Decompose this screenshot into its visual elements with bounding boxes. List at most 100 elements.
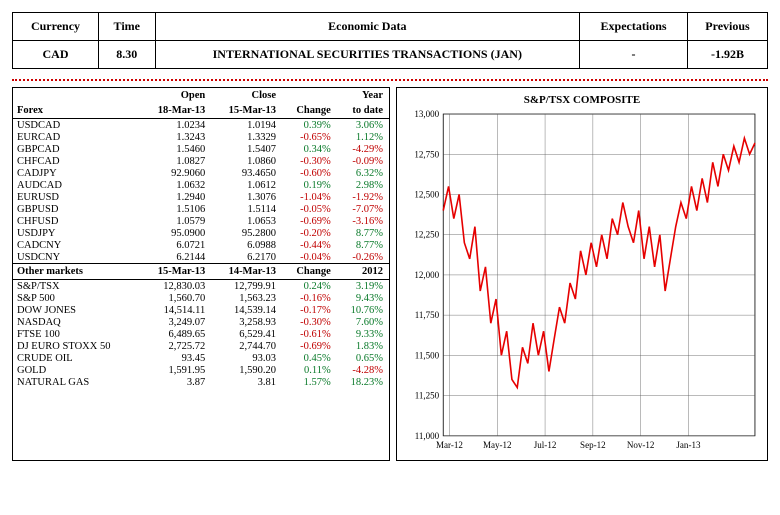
close: 1.0194 [211, 119, 282, 132]
mkt-name: FTSE 100 [13, 328, 140, 340]
ytd-hdr2: to date [337, 103, 389, 119]
table-row: NATURAL GAS3.873.811.57%18.23% [13, 376, 389, 388]
ytd: 6.32% [337, 167, 389, 179]
change: -0.30% [282, 155, 337, 167]
table-row: DJ EURO STOXX 502,725.722,744.70-0.69%1.… [13, 340, 389, 352]
mkt-name: GOLD [13, 364, 140, 376]
v1: 3,249.07 [140, 316, 211, 328]
ytd: -7.07% [337, 203, 389, 215]
table-row: CRUDE OIL93.4593.030.45%0.65% [13, 352, 389, 364]
close: 93.4650 [211, 167, 282, 179]
hdr-econdata: Economic Data [155, 13, 580, 41]
close: 6.0988 [211, 239, 282, 251]
mkt-name: S&P/TSX [13, 280, 140, 293]
open: 1.2940 [140, 191, 211, 203]
close: 95.2800 [211, 227, 282, 239]
table-row: EURUSD1.29401.3076-1.04%-1.92% [13, 191, 389, 203]
change: -0.05% [282, 203, 337, 215]
change: 0.45% [282, 352, 337, 364]
open: 1.0632 [140, 179, 211, 191]
change-hdr: Change [282, 88, 337, 119]
svg-text:Sep-12: Sep-12 [580, 440, 606, 450]
close-hdr2: 15-Mar-13 [211, 103, 282, 119]
change: -0.16% [282, 292, 337, 304]
open-hdr1: Open [140, 88, 211, 103]
ytd: 8.77% [337, 239, 389, 251]
sp-tsx-chart: 11,00011,25011,50011,75012,00012,25012,5… [401, 108, 763, 458]
close: 1.0860 [211, 155, 282, 167]
year: -4.28% [337, 364, 389, 376]
close: 1.3076 [211, 191, 282, 203]
table-row: CADJPY92.906093.4650-0.60%6.32% [13, 167, 389, 179]
v2: 6,529.41 [211, 328, 282, 340]
change: 0.34% [282, 143, 337, 155]
mkt-name: S&P 500 [13, 292, 140, 304]
v1: 2,725.72 [140, 340, 211, 352]
close: 1.5114 [211, 203, 282, 215]
table-row: AUDCAD1.06321.06120.19%2.98% [13, 179, 389, 191]
v1: 12,830.03 [140, 280, 211, 293]
ytd: -3.16% [337, 215, 389, 227]
v1: 3.87 [140, 376, 211, 388]
year: 9.33% [337, 328, 389, 340]
table-row: GBPUSD1.51061.5114-0.05%-7.07% [13, 203, 389, 215]
hdr-currency: Currency [13, 13, 99, 41]
table-row: CADCNY6.07216.0988-0.44%8.77% [13, 239, 389, 251]
svg-text:Jan-13: Jan-13 [676, 440, 701, 450]
open-hdr2: 18-Mar-13 [140, 103, 211, 119]
v2: 3.81 [211, 376, 282, 388]
mkt-name: DOW JONES [13, 304, 140, 316]
year: 9.43% [337, 292, 389, 304]
pair: AUDCAD [13, 179, 140, 191]
svg-text:Jul-12: Jul-12 [534, 440, 557, 450]
pair: CADJPY [13, 167, 140, 179]
forex-table: Forex Open Close Change Year 18-Mar-13 1… [13, 88, 389, 388]
close: 6.2170 [211, 251, 282, 264]
table-row: NASDAQ3,249.073,258.93-0.30%7.60% [13, 316, 389, 328]
change: -0.44% [282, 239, 337, 251]
v2: 14,539.14 [211, 304, 282, 316]
other-change: Change [282, 264, 337, 280]
v2: 12,799.91 [211, 280, 282, 293]
svg-text:11,250: 11,250 [415, 391, 440, 401]
table-row: S&P/TSX12,830.0312,799.910.24%3.19% [13, 280, 389, 293]
mkt-name: DJ EURO STOXX 50 [13, 340, 140, 352]
chart-box: S&P/TSX COMPOSITE 11,00011,25011,50011,7… [396, 87, 768, 461]
change: -0.04% [282, 251, 337, 264]
hdr-expectations: Expectations [580, 13, 688, 41]
table-row: CHFCAD1.08271.0860-0.30%-0.09% [13, 155, 389, 167]
other-year: 2012 [337, 264, 389, 280]
svg-text:May-12: May-12 [483, 440, 512, 450]
pair: EURCAD [13, 131, 140, 143]
pair: EURUSD [13, 191, 140, 203]
year: 3.19% [337, 280, 389, 293]
open: 6.0721 [140, 239, 211, 251]
ytd: 8.77% [337, 227, 389, 239]
cell-time: 8.30 [99, 41, 156, 69]
table-row: GBPCAD1.54601.54070.34%-4.29% [13, 143, 389, 155]
pair: USDCAD [13, 119, 140, 132]
year: 0.65% [337, 352, 389, 364]
cell-currency: CAD [13, 41, 99, 69]
close: 1.3329 [211, 131, 282, 143]
close: 1.0612 [211, 179, 282, 191]
pair: CADCNY [13, 239, 140, 251]
open: 1.0827 [140, 155, 211, 167]
change: -0.17% [282, 304, 337, 316]
pair: USDJPY [13, 227, 140, 239]
close: 1.0653 [211, 215, 282, 227]
forex-label: Forex [13, 88, 140, 119]
v2: 1,590.20 [211, 364, 282, 376]
hdr-previous: Previous [688, 13, 768, 41]
svg-text:12,000: 12,000 [414, 270, 439, 280]
svg-text:11,750: 11,750 [415, 310, 440, 320]
open: 1.5460 [140, 143, 211, 155]
ytd: -0.09% [337, 155, 389, 167]
mkt-name: NATURAL GAS [13, 376, 140, 388]
mkt-name: CRUDE OIL [13, 352, 140, 364]
change: -0.61% [282, 328, 337, 340]
v2: 93.03 [211, 352, 282, 364]
change: 0.24% [282, 280, 337, 293]
pair: CHFUSD [13, 215, 140, 227]
change: -1.04% [282, 191, 337, 203]
